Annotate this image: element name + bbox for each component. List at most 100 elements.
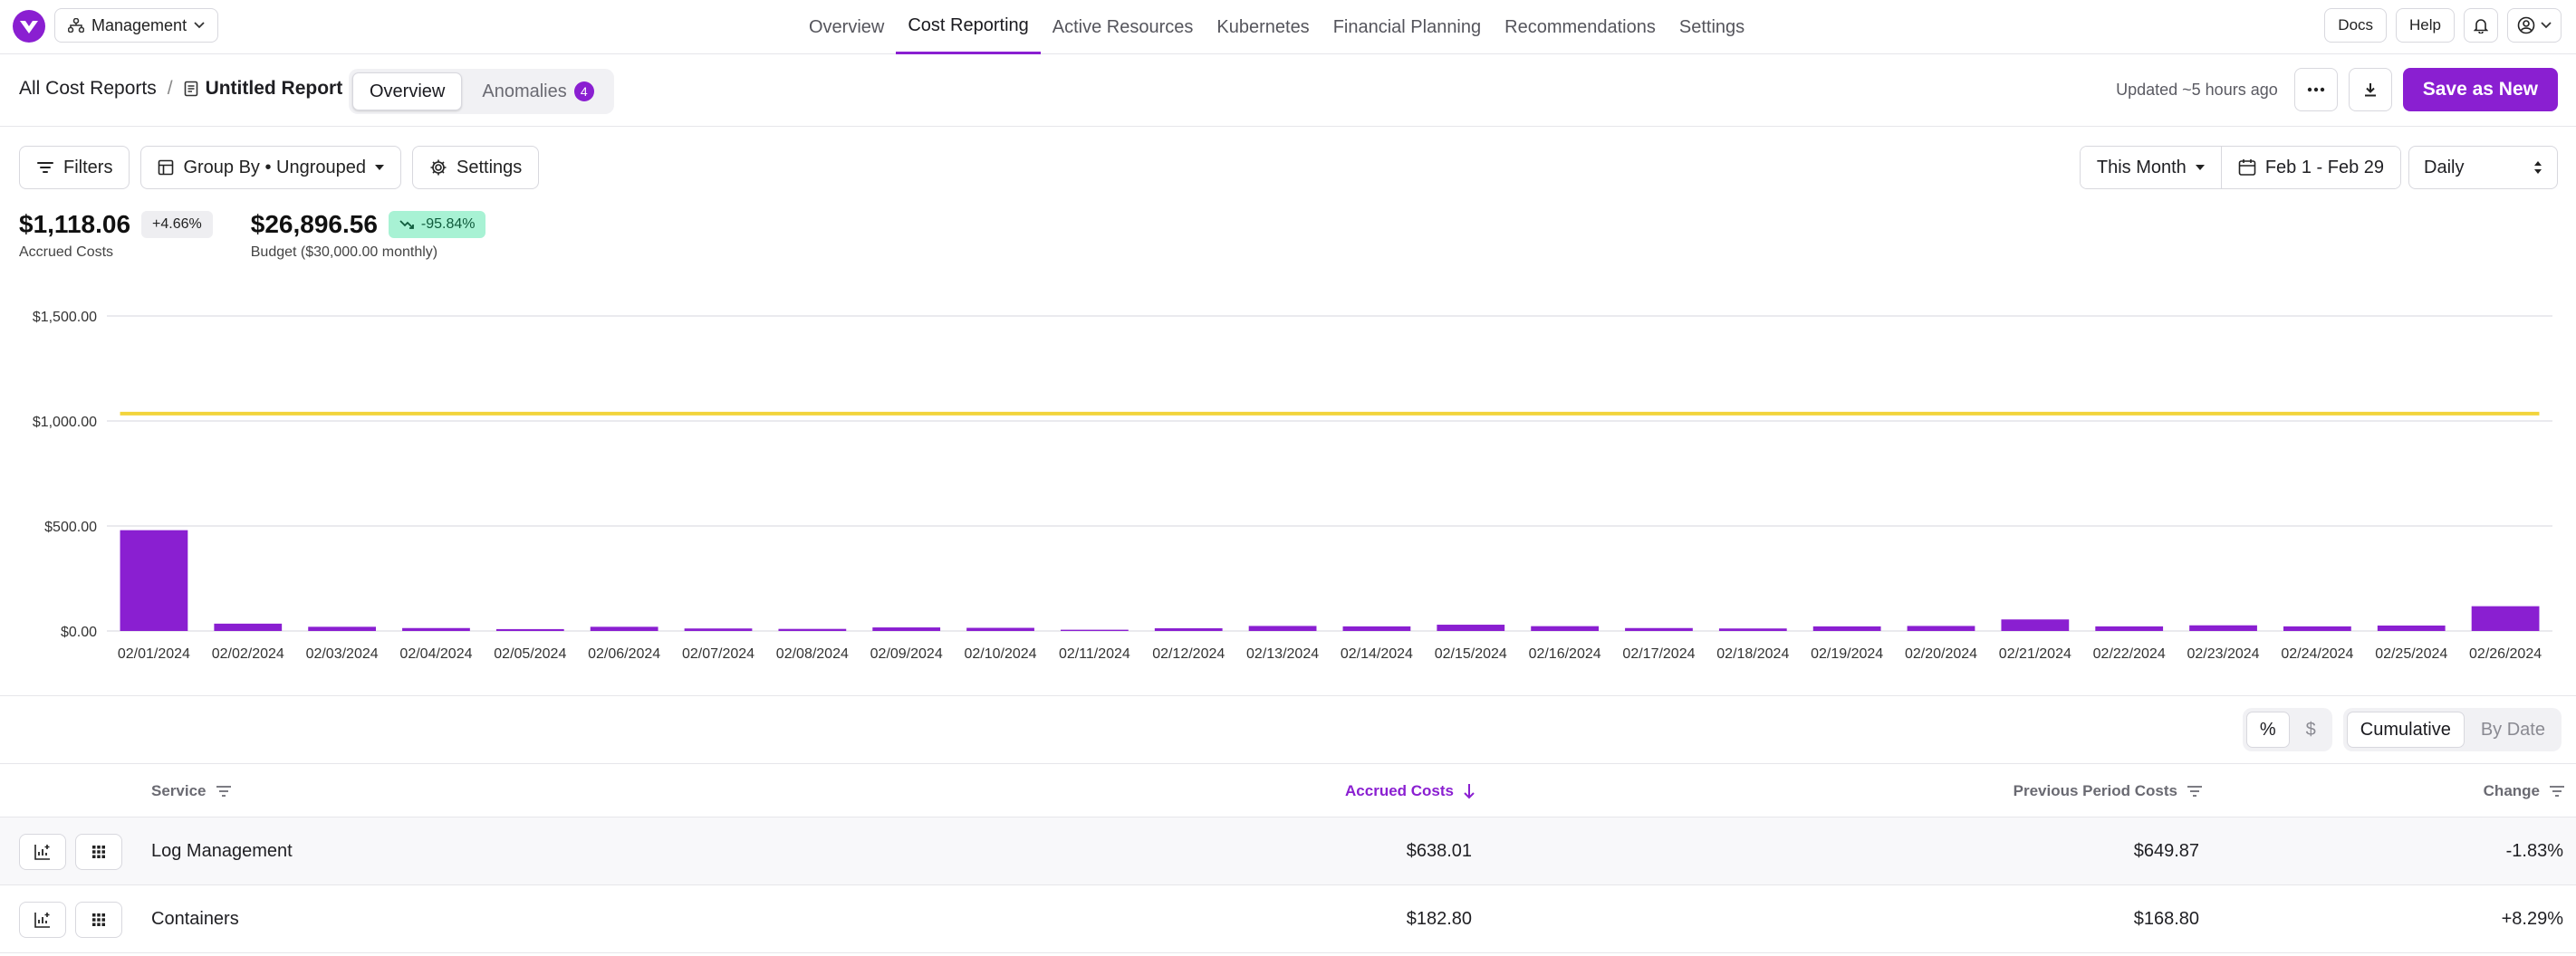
- x-tick-label: 02/24/2024: [2281, 646, 2353, 662]
- x-tick-label: 02/25/2024: [2375, 646, 2447, 662]
- breadcrumb-all-reports[interactable]: All Cost Reports: [19, 78, 157, 99]
- x-tick-label: 02/12/2024: [1152, 646, 1225, 662]
- x-tick-label: 02/13/2024: [1246, 646, 1319, 662]
- grid-icon: [92, 913, 105, 926]
- bar[interactable]: [2377, 625, 2446, 631]
- nav-active-resources[interactable]: Active Resources: [1052, 16, 1194, 37]
- row-grid-button[interactable]: [75, 833, 122, 870]
- previous-cost-value: $649.87: [2133, 841, 2199, 861]
- bar[interactable]: [2001, 619, 2070, 631]
- bar[interactable]: [402, 627, 470, 631]
- table-row[interactable]: Log Management $638.01 $649.87 -1.83%: [0, 817, 2576, 885]
- bar[interactable]: [2189, 625, 2257, 631]
- user-avatar-icon: [2517, 16, 2535, 34]
- bar[interactable]: [1342, 626, 1411, 631]
- x-tick-label: 02/10/2024: [964, 646, 1036, 662]
- bar[interactable]: [1061, 629, 1129, 631]
- nav-cost-reporting[interactable]: Cost Reporting: [896, 0, 1041, 54]
- calendar-icon: [2238, 159, 2256, 176]
- docs-button[interactable]: Docs: [2324, 8, 2388, 43]
- unit-toggle: % $: [2242, 708, 2332, 751]
- by-date-toggle[interactable]: By Date: [2480, 719, 2545, 740]
- bar[interactable]: [2283, 626, 2351, 631]
- bar[interactable]: [684, 628, 753, 631]
- bar[interactable]: [214, 623, 283, 631]
- bar[interactable]: [120, 530, 188, 631]
- bar[interactable]: [590, 626, 658, 631]
- download-icon: [2364, 83, 2376, 97]
- bar[interactable]: [1531, 626, 1599, 631]
- nav-settings[interactable]: Settings: [1678, 16, 1745, 37]
- download-button[interactable]: [2348, 68, 2392, 111]
- updated-timestamp: Updated ~5 hours ago: [2116, 80, 2278, 99]
- table-icon: [159, 159, 174, 176]
- x-tick-label: 02/05/2024: [494, 646, 566, 662]
- x-tick-label: 02/22/2024: [2093, 646, 2166, 662]
- main-nav: Overview Cost Reporting Active Resources Ku…: [797, 0, 1756, 54]
- nav-financial-planning[interactable]: Financial Planning: [1332, 16, 1482, 37]
- column-accrued-costs[interactable]: Accrued Costs: [1345, 764, 1475, 818]
- bar[interactable]: [1625, 627, 1693, 631]
- org-selector[interactable]: Management: [54, 8, 219, 43]
- bar[interactable]: [2471, 606, 2540, 631]
- percent-toggle[interactable]: %: [2245, 712, 2290, 748]
- bar[interactable]: [1907, 626, 1975, 631]
- cumulative-toggle[interactable]: Cumulative: [2346, 712, 2465, 748]
- bar[interactable]: [872, 627, 941, 631]
- table-row[interactable]: Containers $182.80 $168.80 +8.29%: [0, 885, 2576, 953]
- dollar-toggle[interactable]: $: [2305, 719, 2316, 740]
- mode-toggle: Cumulative By Date: [2342, 708, 2562, 751]
- y-tick-label: $500.00: [44, 520, 97, 535]
- bar[interactable]: [1154, 627, 1223, 631]
- x-tick-label: 02/06/2024: [588, 646, 660, 662]
- accrued-costs-value: $1,118.06: [19, 210, 131, 238]
- notifications-button[interactable]: [2464, 8, 2498, 43]
- bar[interactable]: [1812, 626, 1881, 631]
- tab-anomalies[interactable]: Anomalies 4: [466, 72, 610, 110]
- gear-icon: [430, 159, 447, 176]
- row-chart-button[interactable]: [19, 833, 66, 870]
- save-as-new-button[interactable]: Save as New: [2402, 68, 2558, 111]
- x-tick-label: 02/17/2024: [1622, 646, 1695, 662]
- nav-kubernetes[interactable]: Kubernetes: [1216, 16, 1310, 37]
- chart-divider: [0, 695, 2576, 696]
- budget-label: Budget ($30,000.00 monthly): [250, 244, 438, 260]
- more-options-button[interactable]: [2293, 68, 2338, 111]
- user-menu-button[interactable]: [2507, 8, 2562, 43]
- help-button[interactable]: Help: [2396, 8, 2455, 43]
- settings-button[interactable]: Settings: [412, 146, 540, 189]
- bar[interactable]: [1248, 626, 1317, 631]
- sort-icon: [2187, 786, 2202, 797]
- bar[interactable]: [778, 628, 847, 631]
- x-tick-label: 02/20/2024: [1905, 646, 1977, 662]
- bar[interactable]: [2095, 626, 2164, 631]
- column-change[interactable]: Change: [2484, 764, 2565, 818]
- x-tick-label: 02/03/2024: [306, 646, 379, 662]
- period-dropdown[interactable]: This Month: [2080, 147, 2221, 188]
- bar[interactable]: [1718, 628, 1787, 631]
- bar[interactable]: [495, 628, 564, 631]
- granularity-select[interactable]: Daily: [2408, 146, 2558, 189]
- tab-overview[interactable]: Overview: [352, 72, 463, 110]
- arrow-down-icon: [1464, 784, 1475, 799]
- hierarchy-icon: [68, 18, 84, 33]
- row-chart-button[interactable]: [19, 901, 66, 938]
- sort-icon: [216, 786, 231, 797]
- row-grid-button[interactable]: [75, 901, 122, 938]
- nav-recommendations[interactable]: Recommendations: [1504, 16, 1656, 37]
- logo-icon[interactable]: [13, 10, 45, 43]
- add-chart-icon: [34, 844, 50, 860]
- report-toolbar: Filters Group By • Ungrouped Settings: [19, 146, 540, 189]
- bar[interactable]: [308, 626, 376, 631]
- column-previous-period[interactable]: Previous Period Costs: [2014, 764, 2203, 818]
- breadcrumb: All Cost Reports / Untitled Report: [19, 78, 342, 100]
- bar[interactable]: [1437, 625, 1505, 631]
- bar[interactable]: [966, 627, 1034, 631]
- y-tick-label: $1,000.00: [33, 415, 97, 430]
- column-service[interactable]: Service: [151, 764, 232, 818]
- date-range-picker[interactable]: Feb 1 - Feb 29: [2220, 147, 2400, 188]
- nav-overview[interactable]: Overview: [809, 16, 885, 37]
- table-header: Service Accrued Costs Previous Period Co…: [0, 763, 2576, 817]
- group-by-dropdown[interactable]: Group By • Ungrouped: [140, 146, 402, 189]
- filters-button[interactable]: Filters: [19, 146, 130, 189]
